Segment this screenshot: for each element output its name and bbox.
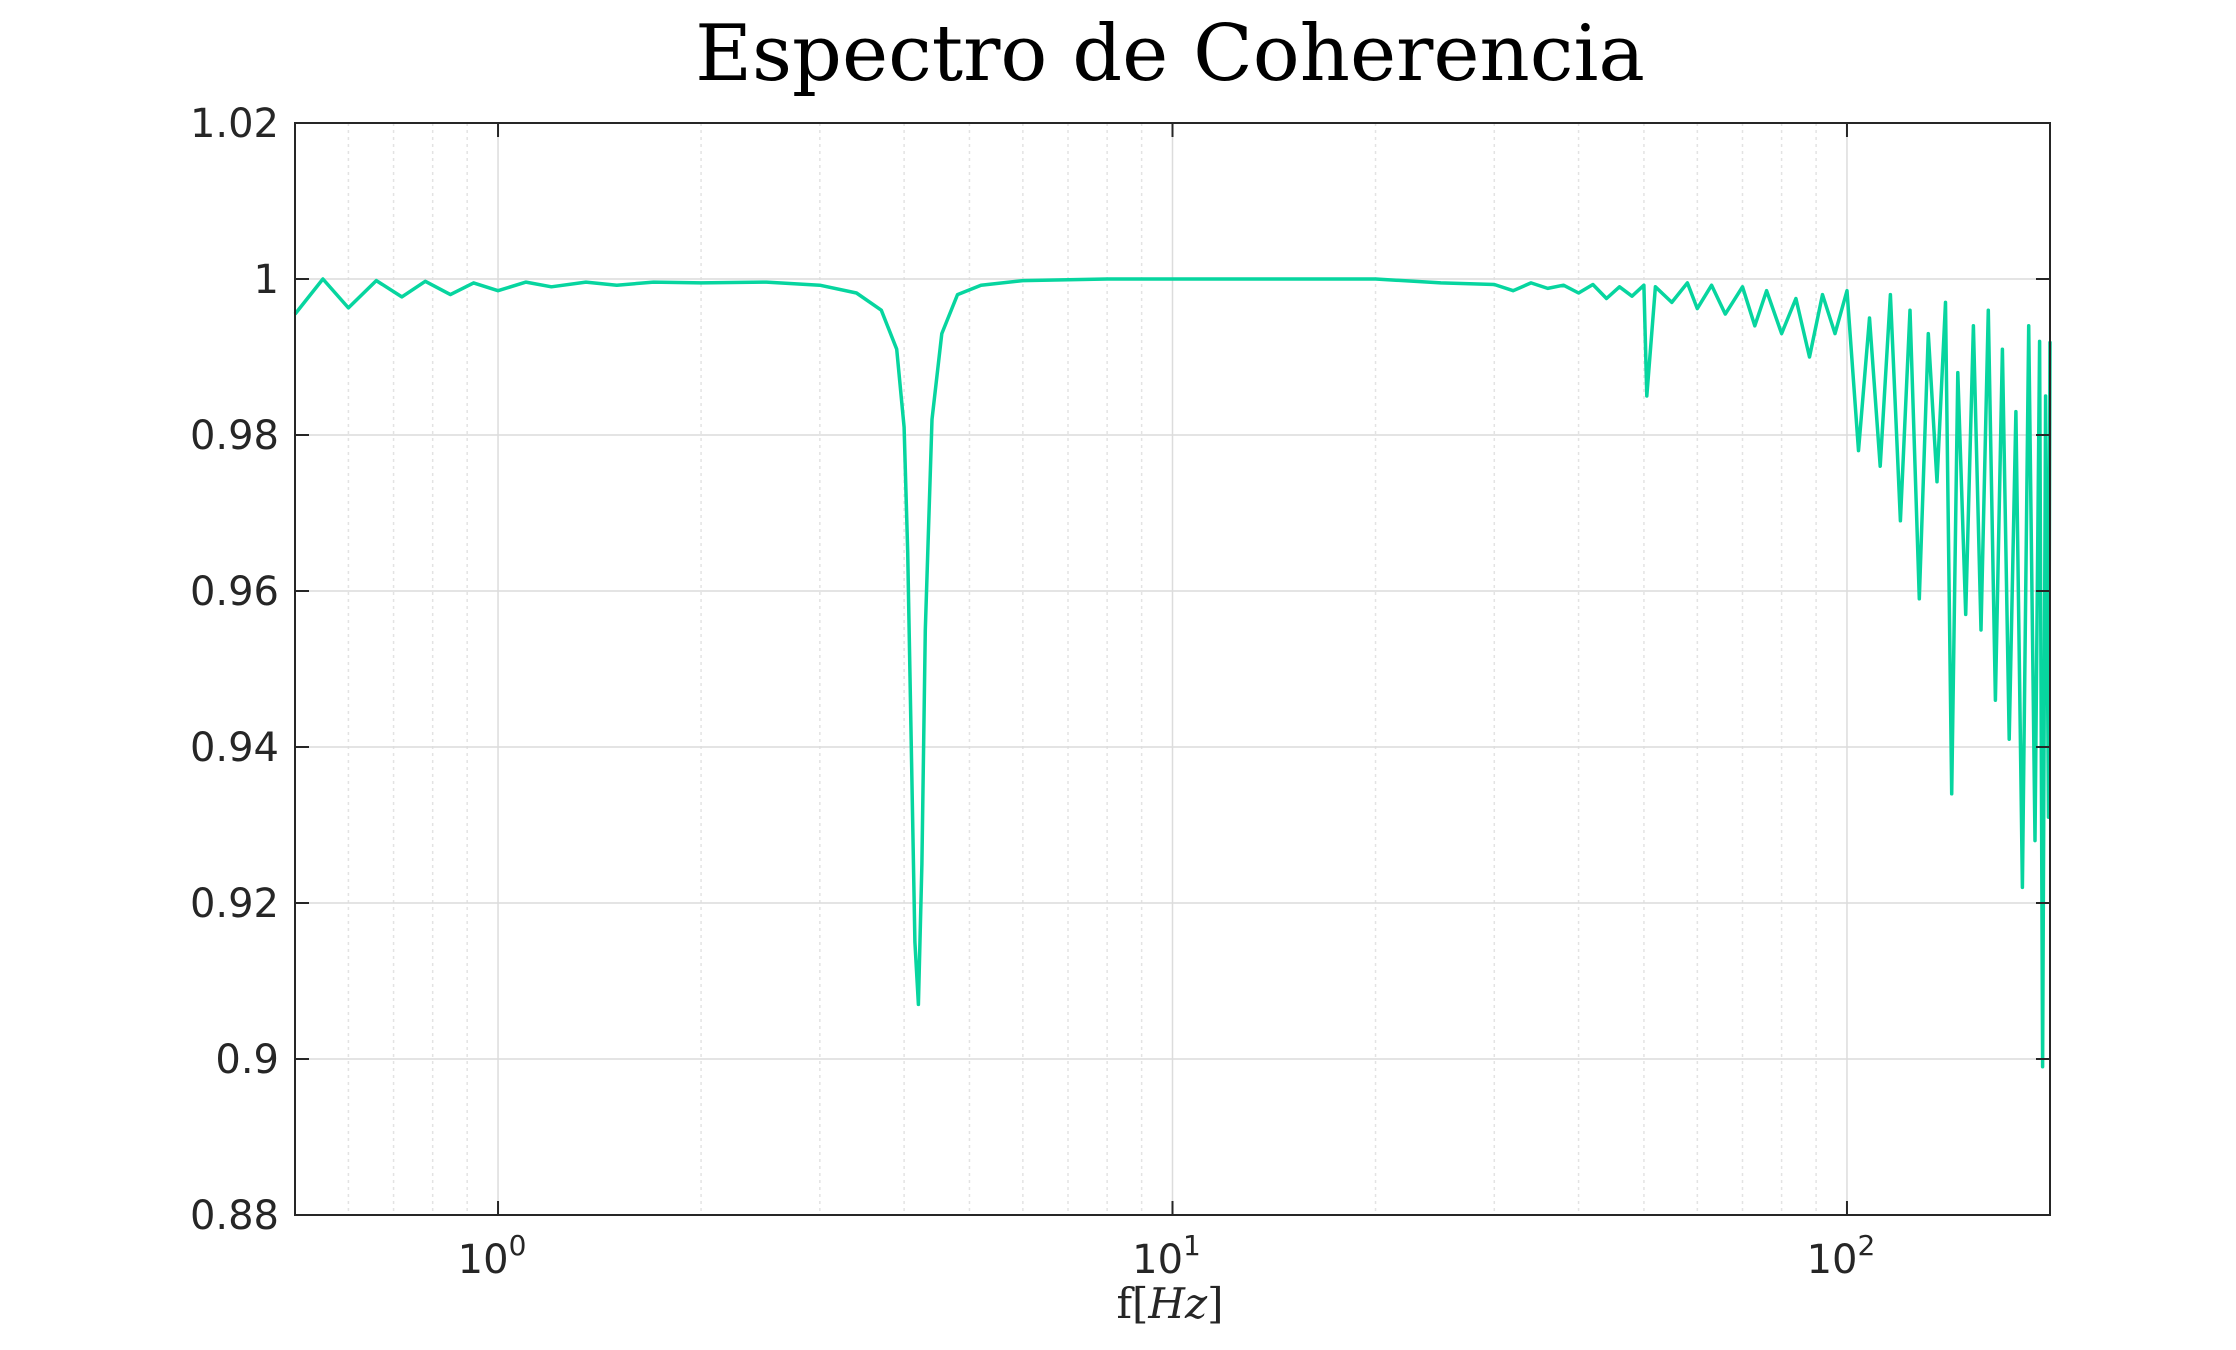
- y-tick-label: 0.98: [190, 413, 279, 459]
- minor-grid: [347, 123, 1817, 1215]
- x-axis-label-unit: Hz: [1147, 1279, 1208, 1328]
- x-axis-label-prefix: f[: [1116, 1279, 1148, 1328]
- x-tick-label: 101: [1132, 1229, 1201, 1283]
- coherence-series-line: [293, 277, 2052, 1069]
- x-axis-label-suffix: ]: [1207, 1279, 1223, 1328]
- y-tick-label: 0.94: [190, 725, 279, 771]
- y-tick-label: 1: [254, 257, 279, 303]
- x-axis-label: f[Hz]: [1116, 1279, 1223, 1328]
- x-axis-tick-labels: 100 101 102: [458, 1229, 1876, 1283]
- y-tick-label: 0.96: [190, 569, 279, 615]
- y-tick-label: 0.88: [190, 1193, 279, 1239]
- y-tick-label: 0.9: [215, 1037, 279, 1083]
- y-axis-tick-labels: 0.88 0.9 0.92 0.94 0.96 0.98 1 1.02: [190, 101, 279, 1239]
- x-tick-label: 100: [458, 1229, 527, 1283]
- x-tick-label: 102: [1807, 1229, 1876, 1283]
- plot-area: [293, 277, 2052, 1069]
- y-tick-label: 0.92: [190, 881, 279, 927]
- chart-title: Espectro de Coherencia: [695, 9, 1645, 99]
- tick-marks: [295, 122, 2050, 1216]
- y-tick-label: 1.02: [190, 101, 279, 147]
